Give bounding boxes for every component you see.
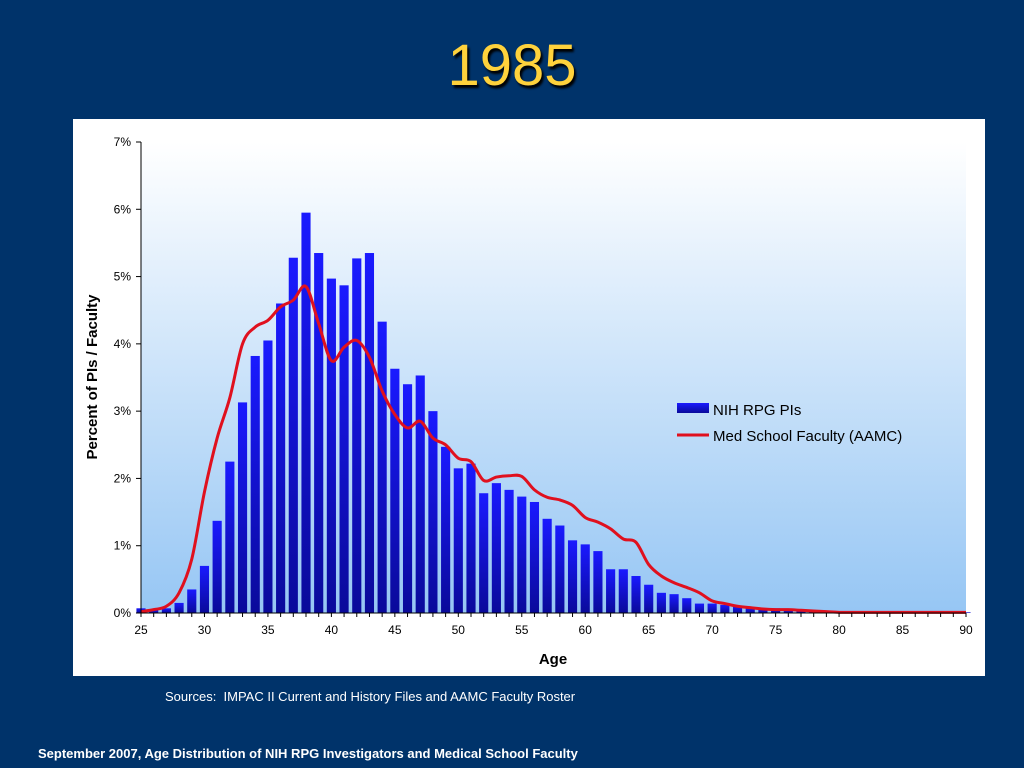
bar-age-52 [479, 493, 489, 613]
bar-age-37 [288, 257, 298, 613]
chart-frame: 0% 1% 2% 3% 4% 5% 6% 7% 25 30 35 40 45 50 55 60 65 70 75 80… [73, 119, 985, 676]
y-tick-label: 3% [114, 404, 132, 418]
bars-layer [136, 212, 971, 613]
legend-swatch-bar [677, 403, 709, 413]
bar-age-28 [174, 602, 184, 613]
bar-age-60 [580, 544, 590, 613]
x-tick-label: 85 [896, 623, 910, 637]
bar-age-42 [352, 258, 362, 613]
bar-age-49 [441, 446, 451, 613]
legend-label-nih-rpg-pis: NIH RPG PIs [713, 402, 801, 419]
bar-age-57 [542, 518, 552, 613]
x-tick-label: 45 [388, 623, 402, 637]
bar-age-71 [720, 604, 730, 613]
bar-age-59 [567, 540, 578, 613]
y-tick-label: 0% [114, 606, 132, 620]
bar-age-62 [606, 569, 616, 613]
bar-age-34 [250, 355, 260, 613]
sources-note: Sources: IMPAC II Current and History Fi… [165, 689, 576, 704]
bar-age-41 [339, 285, 349, 613]
x-tick-label: 35 [261, 623, 275, 637]
x-tick-label: 80 [832, 623, 846, 637]
bar-age-50 [453, 468, 463, 613]
y-tick-label: 1% [114, 539, 132, 553]
bar-age-43 [364, 253, 375, 613]
y-tick-label: 6% [114, 202, 132, 216]
bar-age-64 [631, 575, 641, 613]
axes-layer: 0% 1% 2% 3% 4% 5% 6% 7% 25 30 35 40 45 50 55 60 65 70 75 80… [114, 135, 973, 637]
bar-age-54 [504, 489, 514, 613]
bar-age-36 [276, 303, 286, 613]
bar-age-31 [212, 520, 222, 613]
x-tick-label: 40 [325, 623, 339, 637]
bar-age-29 [187, 589, 197, 613]
bar-age-61 [593, 551, 603, 613]
y-tick-label: 4% [114, 337, 132, 351]
bar-age-33 [237, 402, 248, 613]
bar-age-40 [326, 278, 336, 613]
y-tick-label: 2% [114, 471, 132, 485]
bar-age-65 [644, 584, 654, 613]
bar-age-70 [707, 603, 717, 613]
bar-age-45 [390, 368, 400, 613]
x-tick-label: 70 [705, 623, 719, 637]
bar-age-51 [466, 463, 476, 613]
x-tick-label: 55 [515, 623, 529, 637]
x-tick-label: 30 [198, 623, 212, 637]
y-tick-label: 5% [114, 270, 132, 284]
bar-age-69 [694, 603, 705, 613]
legend: NIH RPG PIs Med School Faculty (AAMC) [677, 402, 902, 445]
x-axis-title: Age [539, 651, 567, 668]
x-tick-label: 90 [959, 623, 973, 637]
bar-age-39 [314, 253, 324, 613]
x-tick-label: 60 [579, 623, 593, 637]
bar-age-74 [758, 608, 768, 613]
y-tick-label: 7% [114, 135, 132, 149]
slide-title: 1985 [447, 33, 577, 98]
bar-age-68 [682, 598, 692, 613]
bar-age-63 [618, 569, 628, 613]
bar-age-58 [555, 525, 565, 613]
age-distribution-chart: 0% 1% 2% 3% 4% 5% 6% 7% 25 30 35 40 45 50 55 60 65 70 75 80… [84, 135, 973, 668]
y-axis-title: Percent of PIs / Faculty [84, 294, 101, 460]
bar-age-67 [669, 594, 679, 613]
legend-label-med-school-faculty: Med School Faculty (AAMC) [713, 428, 902, 445]
bar-age-55 [517, 496, 527, 613]
x-tick-label: 75 [769, 623, 783, 637]
bar-age-35 [263, 340, 273, 613]
x-tick-label: 50 [452, 623, 466, 637]
bar-age-46 [402, 384, 413, 613]
bar-age-53 [491, 483, 501, 613]
bar-age-48 [428, 411, 438, 613]
bar-age-26 [149, 609, 159, 613]
bar-age-73 [745, 607, 755, 613]
bar-age-66 [656, 592, 666, 613]
series-line-med-school-faculty [140, 284, 967, 614]
bar-age-30 [199, 565, 210, 613]
bar-age-32 [225, 461, 235, 613]
bar-age-27 [161, 608, 171, 613]
bar-age-38 [301, 212, 311, 613]
x-tick-label: 25 [134, 623, 148, 637]
bar-age-72 [732, 606, 743, 613]
footer-caption: September 2007, Age Distribution of NIH … [38, 746, 578, 761]
bar-age-44 [377, 321, 387, 613]
bar-age-56 [529, 501, 540, 613]
bar-age-47 [415, 375, 425, 613]
x-tick-label: 65 [642, 623, 656, 637]
